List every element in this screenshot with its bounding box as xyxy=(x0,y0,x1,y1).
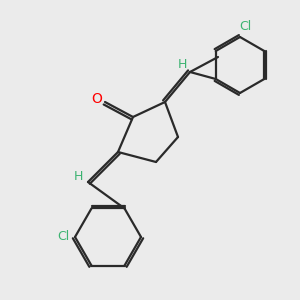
Text: H: H xyxy=(177,58,187,70)
Text: O: O xyxy=(92,92,102,106)
Text: Cl: Cl xyxy=(239,20,251,34)
Text: Cl: Cl xyxy=(57,230,69,244)
Text: H: H xyxy=(73,170,83,184)
